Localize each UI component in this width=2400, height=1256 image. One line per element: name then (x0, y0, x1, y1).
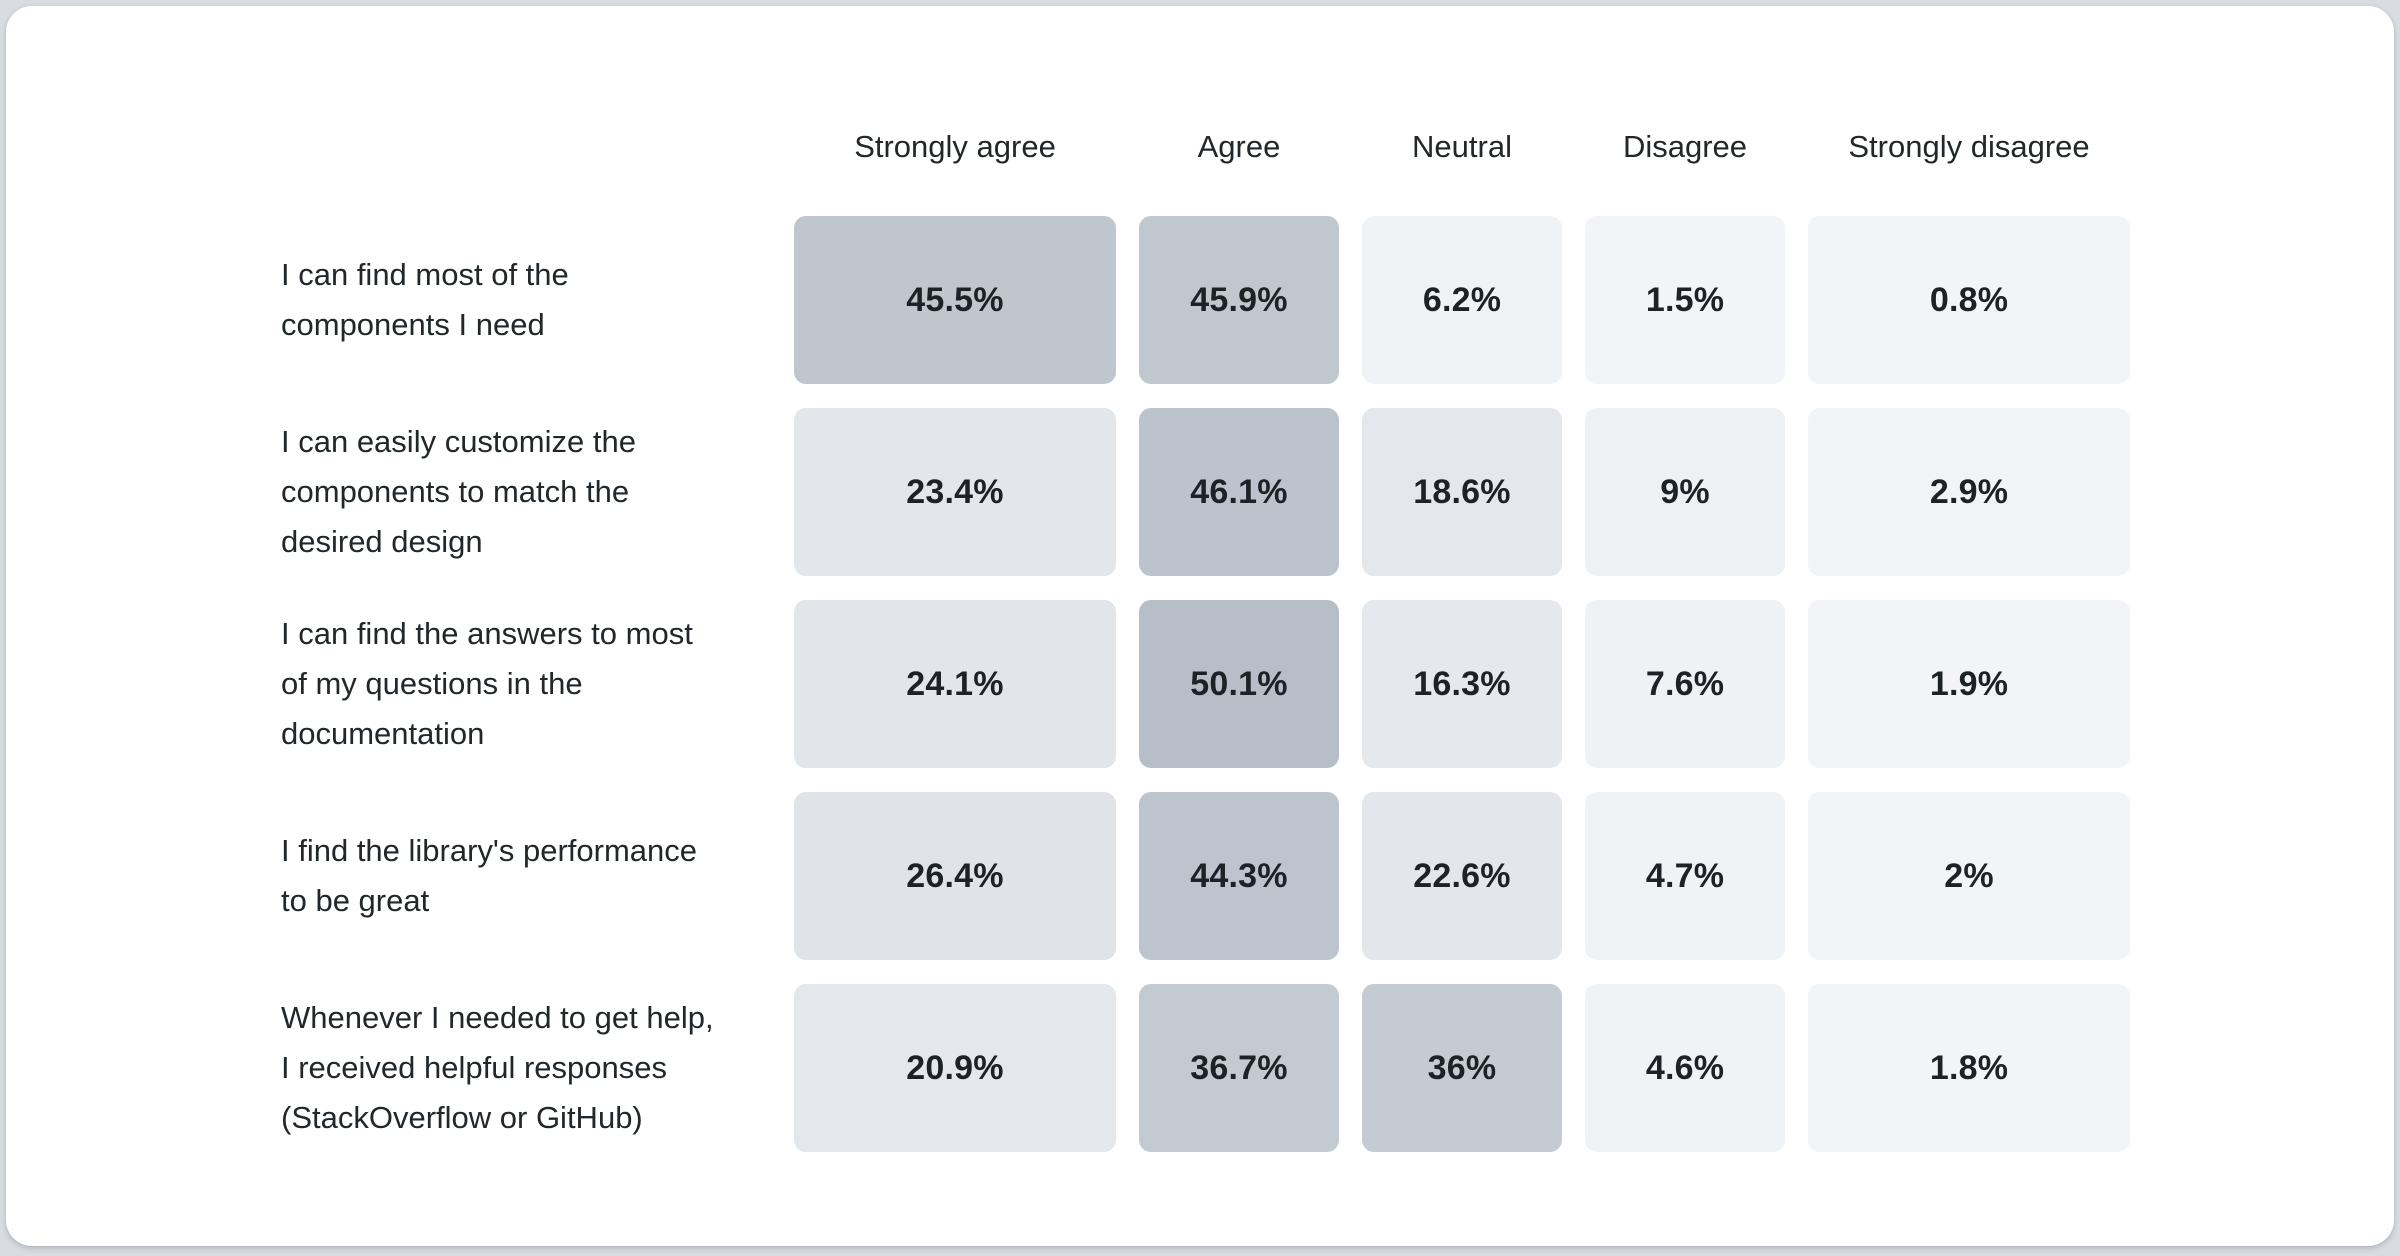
cell-value: 6.2% (1422, 280, 1502, 319)
cell-value: 2% (1944, 856, 1994, 895)
heat-cell-r2-c1: 23.4% (794, 408, 1116, 576)
cell-value: 16.3% (1413, 664, 1511, 703)
heat-cell-r5-c4: 4.6% (1585, 984, 1785, 1152)
column-header-agree: Agree (1197, 129, 1281, 164)
cell-value: 1.5% (1645, 280, 1725, 319)
heat-cell-r1-c1: 45.5% (794, 216, 1116, 384)
heat-cell-r3-c2: 50.1% (1139, 600, 1339, 768)
cell-value: 36% (1427, 1048, 1497, 1087)
column-header-strongly-disagree: Strongly disagree (1848, 129, 2090, 164)
cell-value: 24.1% (906, 664, 1004, 703)
heat-cell-r1-c4: 1.5% (1585, 216, 1785, 384)
heat-cell-r3-c3: 16.3% (1362, 600, 1562, 768)
heat-cell-r3-c4: 7.6% (1585, 600, 1785, 768)
heat-cell-r2-c4: 9% (1585, 408, 1785, 576)
cell-value: 1.9% (1929, 664, 2009, 703)
heat-cell-r4-c1: 26.4% (794, 792, 1116, 960)
survey-results-card: Strongly agree Agree Neutral Disagree Strong… (6, 6, 2394, 1246)
row-label-1: I can find most of the components I need (281, 257, 569, 342)
heat-cell-r2-c5: 2.9% (1808, 408, 2130, 576)
cell-value: 44.3% (1190, 856, 1288, 895)
heat-cell-r5-c1: 20.9% (794, 984, 1116, 1152)
likert-heatmap: Strongly agree Agree Neutral Disagree Strong… (6, 6, 2394, 1152)
heat-cell-r1-c5: 0.8% (1808, 216, 2130, 384)
cell-value: 4.6% (1645, 1048, 1725, 1087)
heat-cell-r4-c2: 44.3% (1139, 792, 1339, 960)
row-label-3: I can find the answers to most of my que… (281, 616, 693, 751)
cell-value: 20.9% (906, 1048, 1004, 1087)
heat-cell-r1-c2: 45.9% (1139, 216, 1339, 384)
cell-value: 22.6% (1413, 856, 1511, 895)
cell-value: 45.5% (906, 280, 1004, 319)
cell-value: 26.4% (906, 856, 1004, 895)
heat-cell-r4-c4: 4.7% (1585, 792, 1785, 960)
column-header-strongly-agree: Strongly agree (854, 129, 1056, 164)
heat-cell-r4-c5: 2% (1808, 792, 2130, 960)
cell-value: 7.6% (1645, 664, 1725, 703)
heat-cell-r1-c3: 6.2% (1362, 216, 1562, 384)
row-label-5: Whenever I needed to get help, I receive… (281, 1000, 714, 1135)
cell-value: 50.1% (1190, 664, 1288, 703)
heat-cell-r5-c3: 36% (1362, 984, 1562, 1152)
cell-value: 0.8% (1929, 280, 2009, 319)
heat-cell-r5-c5: 1.8% (1808, 984, 2130, 1152)
cell-value: 23.4% (906, 472, 1004, 511)
cell-value: 9% (1660, 472, 1710, 511)
row-label-4: I find the library's performance to be g… (281, 833, 697, 918)
column-header-neutral: Neutral (1412, 129, 1512, 164)
cell-value: 18.6% (1413, 472, 1511, 511)
cell-value: 36.7% (1190, 1048, 1288, 1087)
heat-cell-r3-c1: 24.1% (794, 600, 1116, 768)
heat-cell-r4-c3: 22.6% (1362, 792, 1562, 960)
row-label-2: I can easily customize the components to… (281, 424, 636, 559)
corner-spacer (281, 102, 771, 192)
cell-value: 2.9% (1929, 472, 2009, 511)
cell-value: 4.7% (1645, 856, 1725, 895)
cell-value: 45.9% (1190, 280, 1288, 319)
cell-value: 1.8% (1929, 1048, 2009, 1087)
heat-cell-r3-c5: 1.9% (1808, 600, 2130, 768)
cell-value: 46.1% (1190, 472, 1288, 511)
heat-cell-r2-c3: 18.6% (1362, 408, 1562, 576)
column-header-disagree: Disagree (1622, 129, 1748, 164)
heat-cell-r2-c2: 46.1% (1139, 408, 1339, 576)
heat-cell-r5-c2: 36.7% (1139, 984, 1339, 1152)
